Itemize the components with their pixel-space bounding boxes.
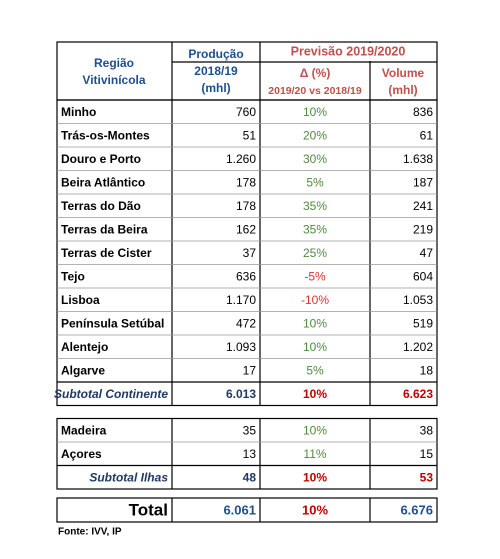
region-name: Beira Atlântico — [61, 175, 145, 189]
header-volume: Volume — [382, 66, 425, 80]
region-name: Península Setúbal — [61, 316, 164, 330]
production-value: 1.260 — [226, 152, 256, 166]
block — [56, 417, 438, 490]
header-production: Produção — [188, 47, 243, 61]
volume-value: 519 — [413, 316, 433, 330]
header-cover — [261, 43, 436, 61]
delta-value: 10% — [303, 316, 327, 330]
header-region: Vitivinícola — [82, 73, 145, 87]
region-name: Alentejo — [61, 340, 108, 354]
region-name: Terras da Beira — [61, 222, 148, 236]
delta-value: 20% — [303, 128, 327, 142]
volume-value: 47 — [420, 246, 434, 260]
region-name: Trás-os-Montes — [61, 128, 150, 142]
production-value: 178 — [236, 199, 256, 213]
region-name: Terras de Cister — [61, 246, 152, 260]
production-value: 17 — [243, 363, 257, 377]
production-value: 472 — [236, 316, 256, 330]
region-name: Açores — [61, 447, 102, 461]
total-delta: 10% — [302, 502, 328, 517]
production-value: 13 — [243, 447, 257, 461]
volume-value: 1.202 — [403, 340, 433, 354]
volume-value: 187 — [413, 175, 433, 189]
delta-value: 10% — [303, 105, 327, 119]
source-note: Fonte: IVV, IP — [58, 527, 122, 538]
subtotal-volume: 6.623 — [403, 387, 433, 401]
production-value: 1.170 — [226, 293, 256, 307]
delta-value: 30% — [303, 152, 327, 166]
total-label: Total — [129, 500, 168, 519]
delta-value: 25% — [303, 246, 327, 260]
header-delta: Δ (%) — [300, 66, 331, 80]
delta-value: 10% — [303, 423, 327, 437]
delta-value: 35% — [303, 222, 327, 236]
region-name: Douro e Porto — [61, 152, 141, 166]
region-name: Madeira — [61, 423, 107, 437]
volume-value: 219 — [413, 222, 433, 236]
production-value: 37 — [243, 246, 257, 260]
volume-value: 15 — [420, 447, 434, 461]
header-region: Região — [94, 56, 134, 70]
header-production: 2018/19 — [194, 64, 238, 78]
delta-value: -5% — [304, 269, 326, 283]
volume-value: 241 — [413, 199, 433, 213]
subtotal-production: 48 — [243, 470, 257, 484]
subtotal-delta: 10% — [303, 470, 327, 484]
delta-value: 11% — [303, 447, 326, 461]
region-name: Terras do Dão — [61, 199, 141, 213]
production-value: 51 — [243, 128, 257, 142]
volume-value: 604 — [413, 269, 433, 283]
header-delta: 2019/20 vs 2018/19 — [268, 85, 362, 97]
subtotal-delta: 10% — [303, 387, 327, 401]
region-name: Algarve — [61, 363, 105, 377]
production-value: 636 — [236, 269, 256, 283]
delta-value: 5% — [306, 175, 324, 189]
volume-value: 1.053 — [403, 293, 433, 307]
production-value: 760 — [236, 105, 256, 119]
delta-value: 5% — [306, 363, 324, 377]
subtotal-label: Subtotal Ilhas — [89, 470, 168, 484]
region-name: Tejo — [61, 269, 85, 283]
volume-value: 18 — [420, 363, 434, 377]
production-value: 1.093 — [226, 340, 256, 354]
volume-value: 38 — [420, 423, 434, 437]
block — [56, 497, 438, 523]
region-name: Minho — [61, 105, 96, 119]
production-value: 35 — [243, 423, 257, 437]
header-forecast: Previsão 2019/2020 — [291, 44, 406, 58]
header-volume: (mhl) — [388, 83, 417, 97]
subtotal-label: Subtotal Continente — [54, 387, 168, 401]
header-production: (mhl) — [201, 81, 230, 95]
subtotal-production: 6.013 — [226, 387, 256, 401]
block — [56, 99, 438, 407]
total-production: 6.061 — [223, 502, 256, 517]
production-value: 178 — [236, 175, 256, 189]
total-volume: 6.676 — [400, 502, 433, 517]
volume-value: 1.638 — [403, 152, 433, 166]
volume-value: 61 — [420, 128, 434, 142]
delta-value: -10% — [301, 293, 329, 307]
delta-value: 35% — [303, 199, 327, 213]
delta-value: 10% — [303, 340, 327, 354]
production-value: 162 — [236, 222, 256, 236]
volume-value: 836 — [413, 105, 433, 119]
subtotal-volume: 53 — [420, 470, 434, 484]
region-name: Lisboa — [61, 293, 100, 307]
